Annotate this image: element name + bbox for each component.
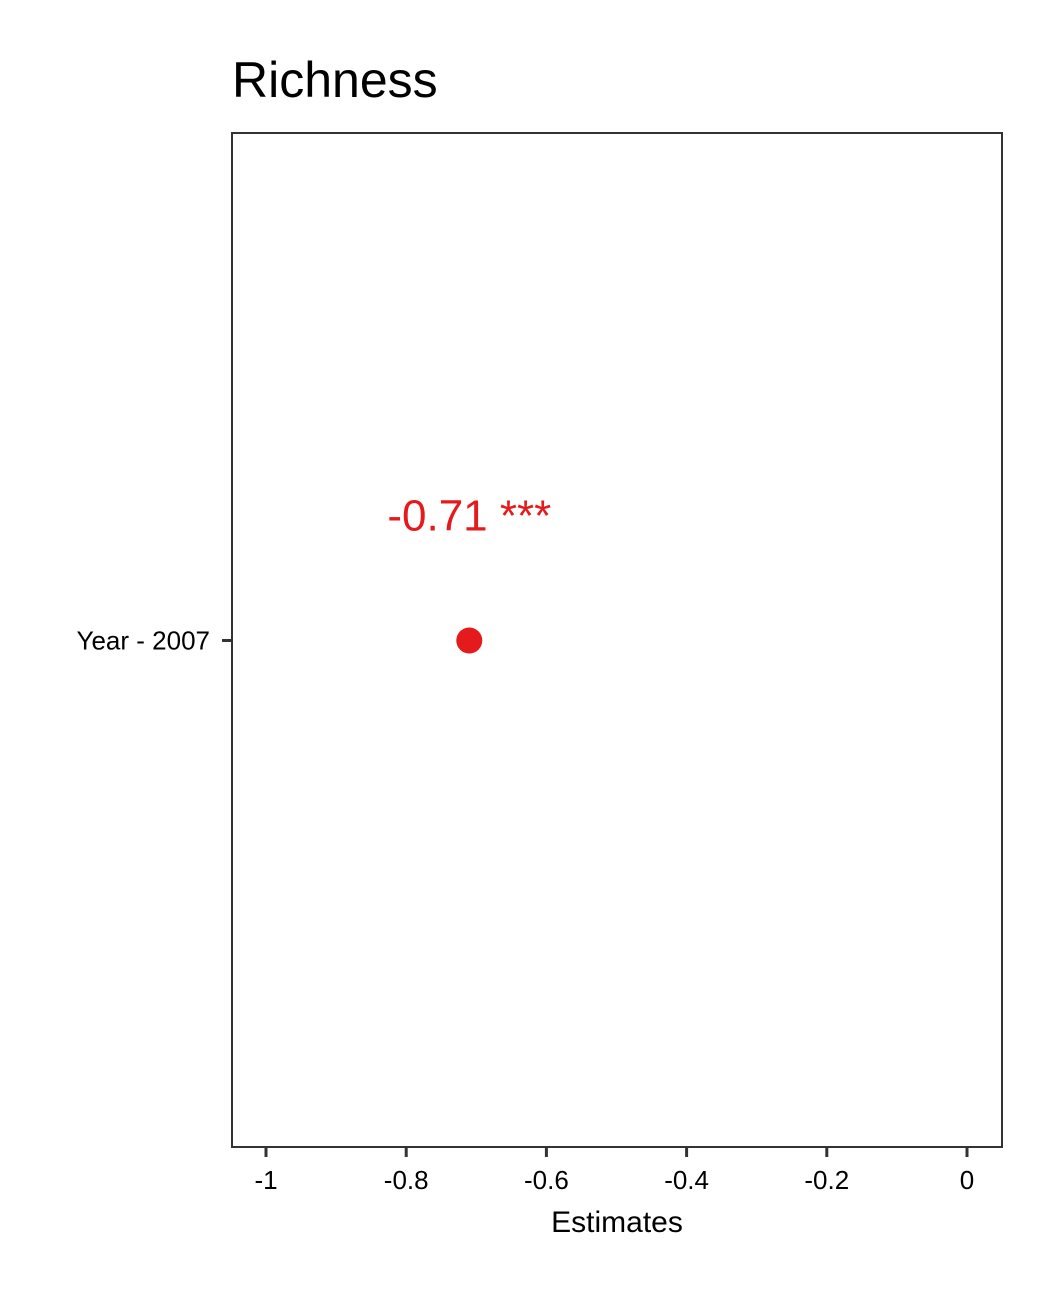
x-tick-label: -0.8 [384,1165,429,1195]
x-tick-label: -0.6 [524,1165,569,1195]
y-axis: Year - 2007 [77,626,232,656]
x-tick-label: -1 [254,1165,277,1195]
x-axis-label: Estimates [551,1206,683,1239]
x-axis: -1 -0.8 -0.6 -0.4 -0.2 0 [254,1147,974,1195]
chart-title: Richness [232,52,438,108]
y-tick-label: Year - 2007 [77,626,210,656]
plot-panel [231,132,1003,1148]
x-tick-label: -0.2 [804,1165,849,1195]
data-point [456,627,483,654]
x-tick-label: 0 [960,1165,974,1195]
data-label: -0.71 *** [387,492,551,541]
data-marks: -0.71 *** [387,492,551,654]
x-tick-label: -0.4 [664,1165,709,1195]
